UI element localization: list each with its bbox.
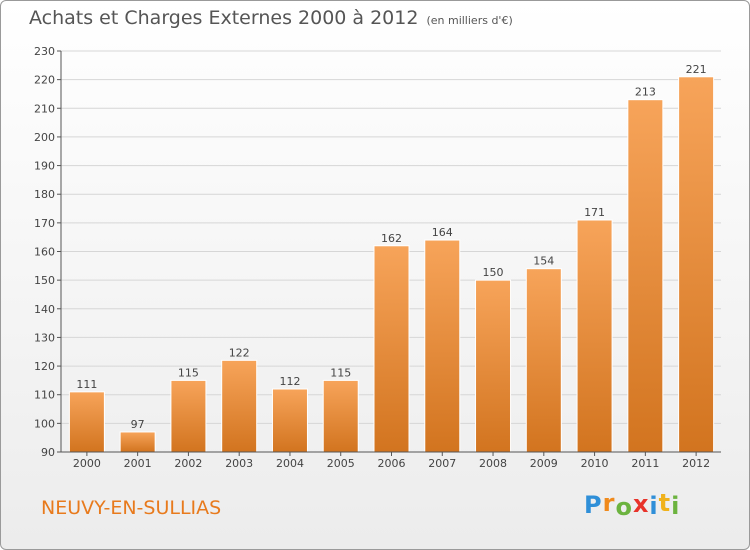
chart-title-text: Achats et Charges Externes 2000 à 2012 (29, 7, 419, 29)
logo-letter: r (602, 489, 616, 517)
y-tick-label: 170 (34, 217, 55, 230)
y-tick-label: 90 (41, 446, 55, 459)
y-tick-label: 120 (34, 360, 55, 373)
y-tick-label: 220 (34, 74, 55, 87)
bar-2001 (119, 431, 156, 453)
x-tick-label-2010: 2010 (581, 457, 609, 470)
data-label-2005: 115 (330, 366, 351, 379)
bars: 111 97 115 122 112 115 162 164 150 154 171 213 221 (68, 63, 715, 453)
x-tick-label-2004: 2004 (276, 457, 304, 470)
data-label-2003: 122 (229, 346, 250, 359)
logo-letter: o (615, 493, 633, 521)
data-label-2002: 115 (178, 366, 199, 379)
y-tick-label: 130 (34, 331, 55, 344)
bar-2009 (525, 268, 562, 453)
logo-letter: i (649, 492, 659, 520)
x-tick-label-2012: 2012 (682, 457, 710, 470)
proxiti-logo: Proxiti (584, 489, 681, 521)
data-label-2000: 111 (76, 378, 97, 391)
bar-2006 (373, 245, 410, 453)
data-label-2011: 213 (635, 86, 656, 99)
data-label-2006: 162 (381, 232, 402, 245)
place-name: NEUVY-EN-SULLIAS (41, 497, 222, 519)
y-tick-label: 210 (34, 102, 55, 115)
x-tick-label-2009: 2009 (530, 457, 558, 470)
y-tick-label: 190 (34, 160, 55, 173)
chart-unit: (en milliers d'€) (426, 14, 513, 27)
x-tick-label-2002: 2002 (174, 457, 202, 470)
y-tick-label: 180 (34, 188, 55, 201)
bar-2010 (576, 219, 613, 453)
x-tick-label-2007: 2007 (428, 457, 456, 470)
data-label-2007: 164 (432, 226, 453, 239)
chart-title: Achats et Charges Externes 2000 à 2012 (e… (29, 7, 513, 29)
y-tick-label: 150 (34, 274, 55, 287)
logo-letter: P (584, 491, 603, 519)
y-tick-label: 140 (34, 303, 55, 316)
y-tick-label: 100 (34, 417, 55, 430)
y-tick-label: 200 (34, 131, 55, 144)
x-tick-label-2003: 2003 (225, 457, 253, 470)
logo-letter: i (671, 492, 681, 520)
x-tick-label-2001: 2001 (124, 457, 152, 470)
data-label-2009: 154 (533, 255, 554, 268)
bar-2005 (322, 379, 359, 453)
bar-2002 (170, 379, 207, 453)
bar-2004 (271, 388, 308, 453)
y-tick-label: 230 (34, 45, 55, 58)
x-tick-label-2005: 2005 (327, 457, 355, 470)
logo-letter: x (632, 490, 650, 518)
x-tick-label-2000: 2000 (73, 457, 101, 470)
bar-2012 (678, 76, 715, 453)
data-label-2010: 171 (584, 206, 605, 219)
bar-2007 (424, 239, 461, 453)
bar-2003 (221, 359, 258, 453)
logo-letter: t (658, 489, 672, 517)
data-label-2001: 97 (131, 418, 145, 431)
x-tick-label-2008: 2008 (479, 457, 507, 470)
x-tick-label-2006: 2006 (378, 457, 406, 470)
y-tick-label: 110 (34, 389, 55, 402)
axes: 90 100 110 120 130 140 150 160 170 180 190 200 210 22… (34, 45, 721, 470)
data-label-2008: 150 (483, 266, 504, 279)
y-tick-label: 160 (34, 246, 55, 259)
bar-2000 (68, 391, 105, 453)
data-label-2012: 221 (686, 63, 707, 76)
bar-2011 (627, 99, 664, 453)
bar-2008 (475, 279, 512, 453)
x-tick-label-2011: 2011 (631, 457, 659, 470)
data-label-2004: 112 (279, 375, 300, 388)
